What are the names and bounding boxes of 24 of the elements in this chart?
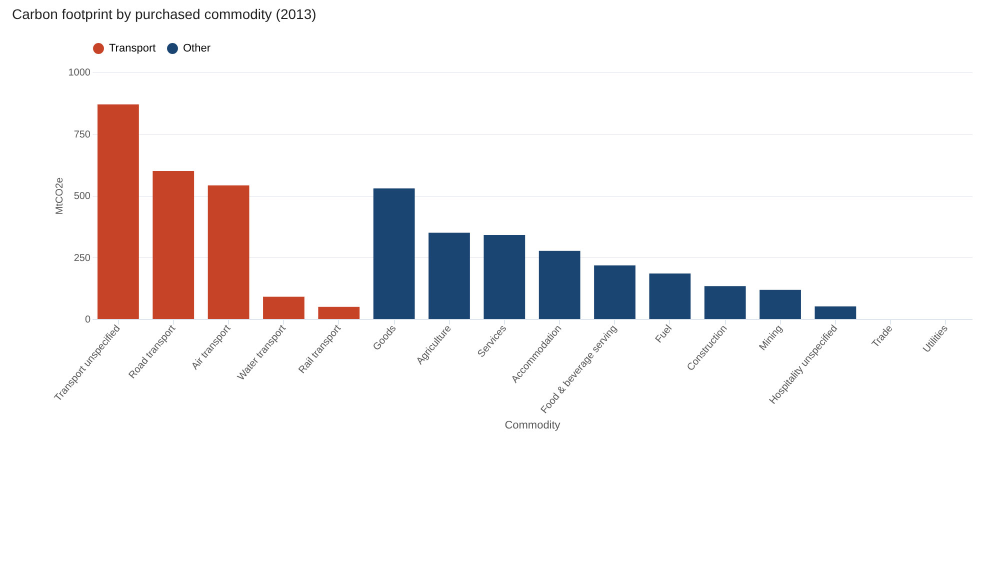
chart-title: Carbon footprint by purchased commodity (2013) [12,6,316,22]
legend-label: Transport [109,42,156,55]
bar [538,250,580,319]
bar [760,290,801,319]
y-tick-label: 750 [74,129,91,140]
bar [428,232,470,319]
bar [814,306,856,319]
y-tick-label: 1000 [68,68,91,78]
y-tick-label: 250 [74,252,91,264]
bar [152,171,194,319]
bar [208,185,250,319]
bar [649,274,691,319]
bar [373,188,415,319]
bar [318,306,360,319]
x-axis-title: Commodity [504,419,561,432]
y-tick-label: 500 [74,191,91,202]
bar [98,104,139,319]
legend-label: Other [183,42,211,55]
bar [484,235,526,319]
bar [704,286,746,319]
bar [263,296,304,319]
y-tick-label: 0 [84,314,91,326]
bar [594,265,636,319]
y-axis-title: MtCO2e [54,176,66,215]
